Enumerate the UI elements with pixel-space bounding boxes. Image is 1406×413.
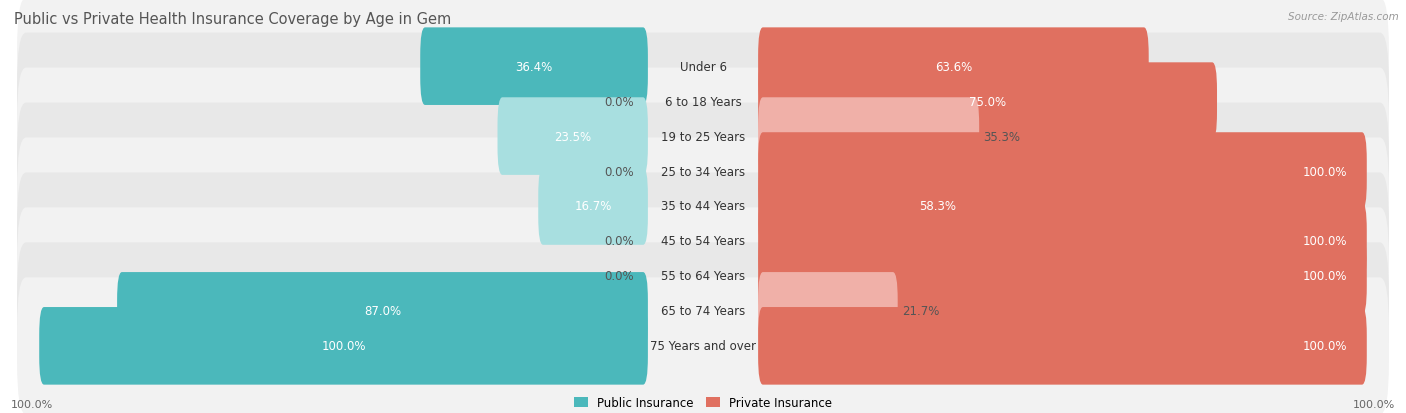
Text: 100.0%: 100.0% [1353, 399, 1395, 409]
FancyBboxPatch shape [420, 28, 648, 106]
Text: 0.0%: 0.0% [605, 165, 634, 178]
Text: 0.0%: 0.0% [605, 270, 634, 283]
Text: 87.0%: 87.0% [364, 305, 401, 318]
FancyBboxPatch shape [498, 98, 648, 176]
Text: 75 Years and over: 75 Years and over [650, 339, 756, 352]
FancyBboxPatch shape [17, 103, 1389, 240]
FancyBboxPatch shape [17, 69, 1389, 205]
FancyBboxPatch shape [17, 243, 1389, 380]
FancyBboxPatch shape [17, 138, 1389, 275]
FancyBboxPatch shape [758, 237, 1367, 315]
FancyBboxPatch shape [17, 173, 1389, 310]
FancyBboxPatch shape [117, 273, 648, 350]
Text: 23.5%: 23.5% [554, 130, 592, 143]
Text: 100.0%: 100.0% [1302, 235, 1347, 248]
Text: Source: ZipAtlas.com: Source: ZipAtlas.com [1288, 12, 1399, 22]
FancyBboxPatch shape [17, 0, 1389, 135]
FancyBboxPatch shape [17, 278, 1389, 413]
Text: Under 6: Under 6 [679, 61, 727, 74]
Text: 19 to 25 Years: 19 to 25 Years [661, 130, 745, 143]
Text: 21.7%: 21.7% [901, 305, 939, 318]
Text: 58.3%: 58.3% [920, 200, 956, 213]
FancyBboxPatch shape [758, 28, 1149, 106]
FancyBboxPatch shape [17, 208, 1389, 344]
Text: 55 to 64 Years: 55 to 64 Years [661, 270, 745, 283]
Text: 0.0%: 0.0% [605, 95, 634, 108]
Text: 0.0%: 0.0% [605, 235, 634, 248]
Text: 100.0%: 100.0% [1302, 270, 1347, 283]
Text: 16.7%: 16.7% [575, 200, 612, 213]
Text: 25 to 34 Years: 25 to 34 Years [661, 165, 745, 178]
Text: 36.4%: 36.4% [516, 61, 553, 74]
Text: 100.0%: 100.0% [1302, 165, 1347, 178]
Text: 6 to 18 Years: 6 to 18 Years [665, 95, 741, 108]
Text: 100.0%: 100.0% [1302, 339, 1347, 352]
Text: 75.0%: 75.0% [969, 95, 1007, 108]
FancyBboxPatch shape [538, 168, 648, 245]
FancyBboxPatch shape [39, 307, 648, 385]
Legend: Public Insurance, Private Insurance: Public Insurance, Private Insurance [569, 392, 837, 413]
Text: 35 to 44 Years: 35 to 44 Years [661, 200, 745, 213]
FancyBboxPatch shape [758, 307, 1367, 385]
Text: 100.0%: 100.0% [11, 399, 53, 409]
FancyBboxPatch shape [758, 133, 1367, 210]
Text: 65 to 74 Years: 65 to 74 Years [661, 305, 745, 318]
Text: Public vs Private Health Insurance Coverage by Age in Gem: Public vs Private Health Insurance Cover… [14, 12, 451, 27]
FancyBboxPatch shape [17, 33, 1389, 170]
FancyBboxPatch shape [758, 168, 1116, 245]
Text: 45 to 54 Years: 45 to 54 Years [661, 235, 745, 248]
FancyBboxPatch shape [758, 63, 1218, 140]
FancyBboxPatch shape [758, 203, 1367, 280]
Text: 100.0%: 100.0% [322, 339, 366, 352]
Text: 35.3%: 35.3% [983, 130, 1021, 143]
FancyBboxPatch shape [758, 273, 897, 350]
Text: 63.6%: 63.6% [935, 61, 972, 74]
FancyBboxPatch shape [758, 98, 979, 176]
